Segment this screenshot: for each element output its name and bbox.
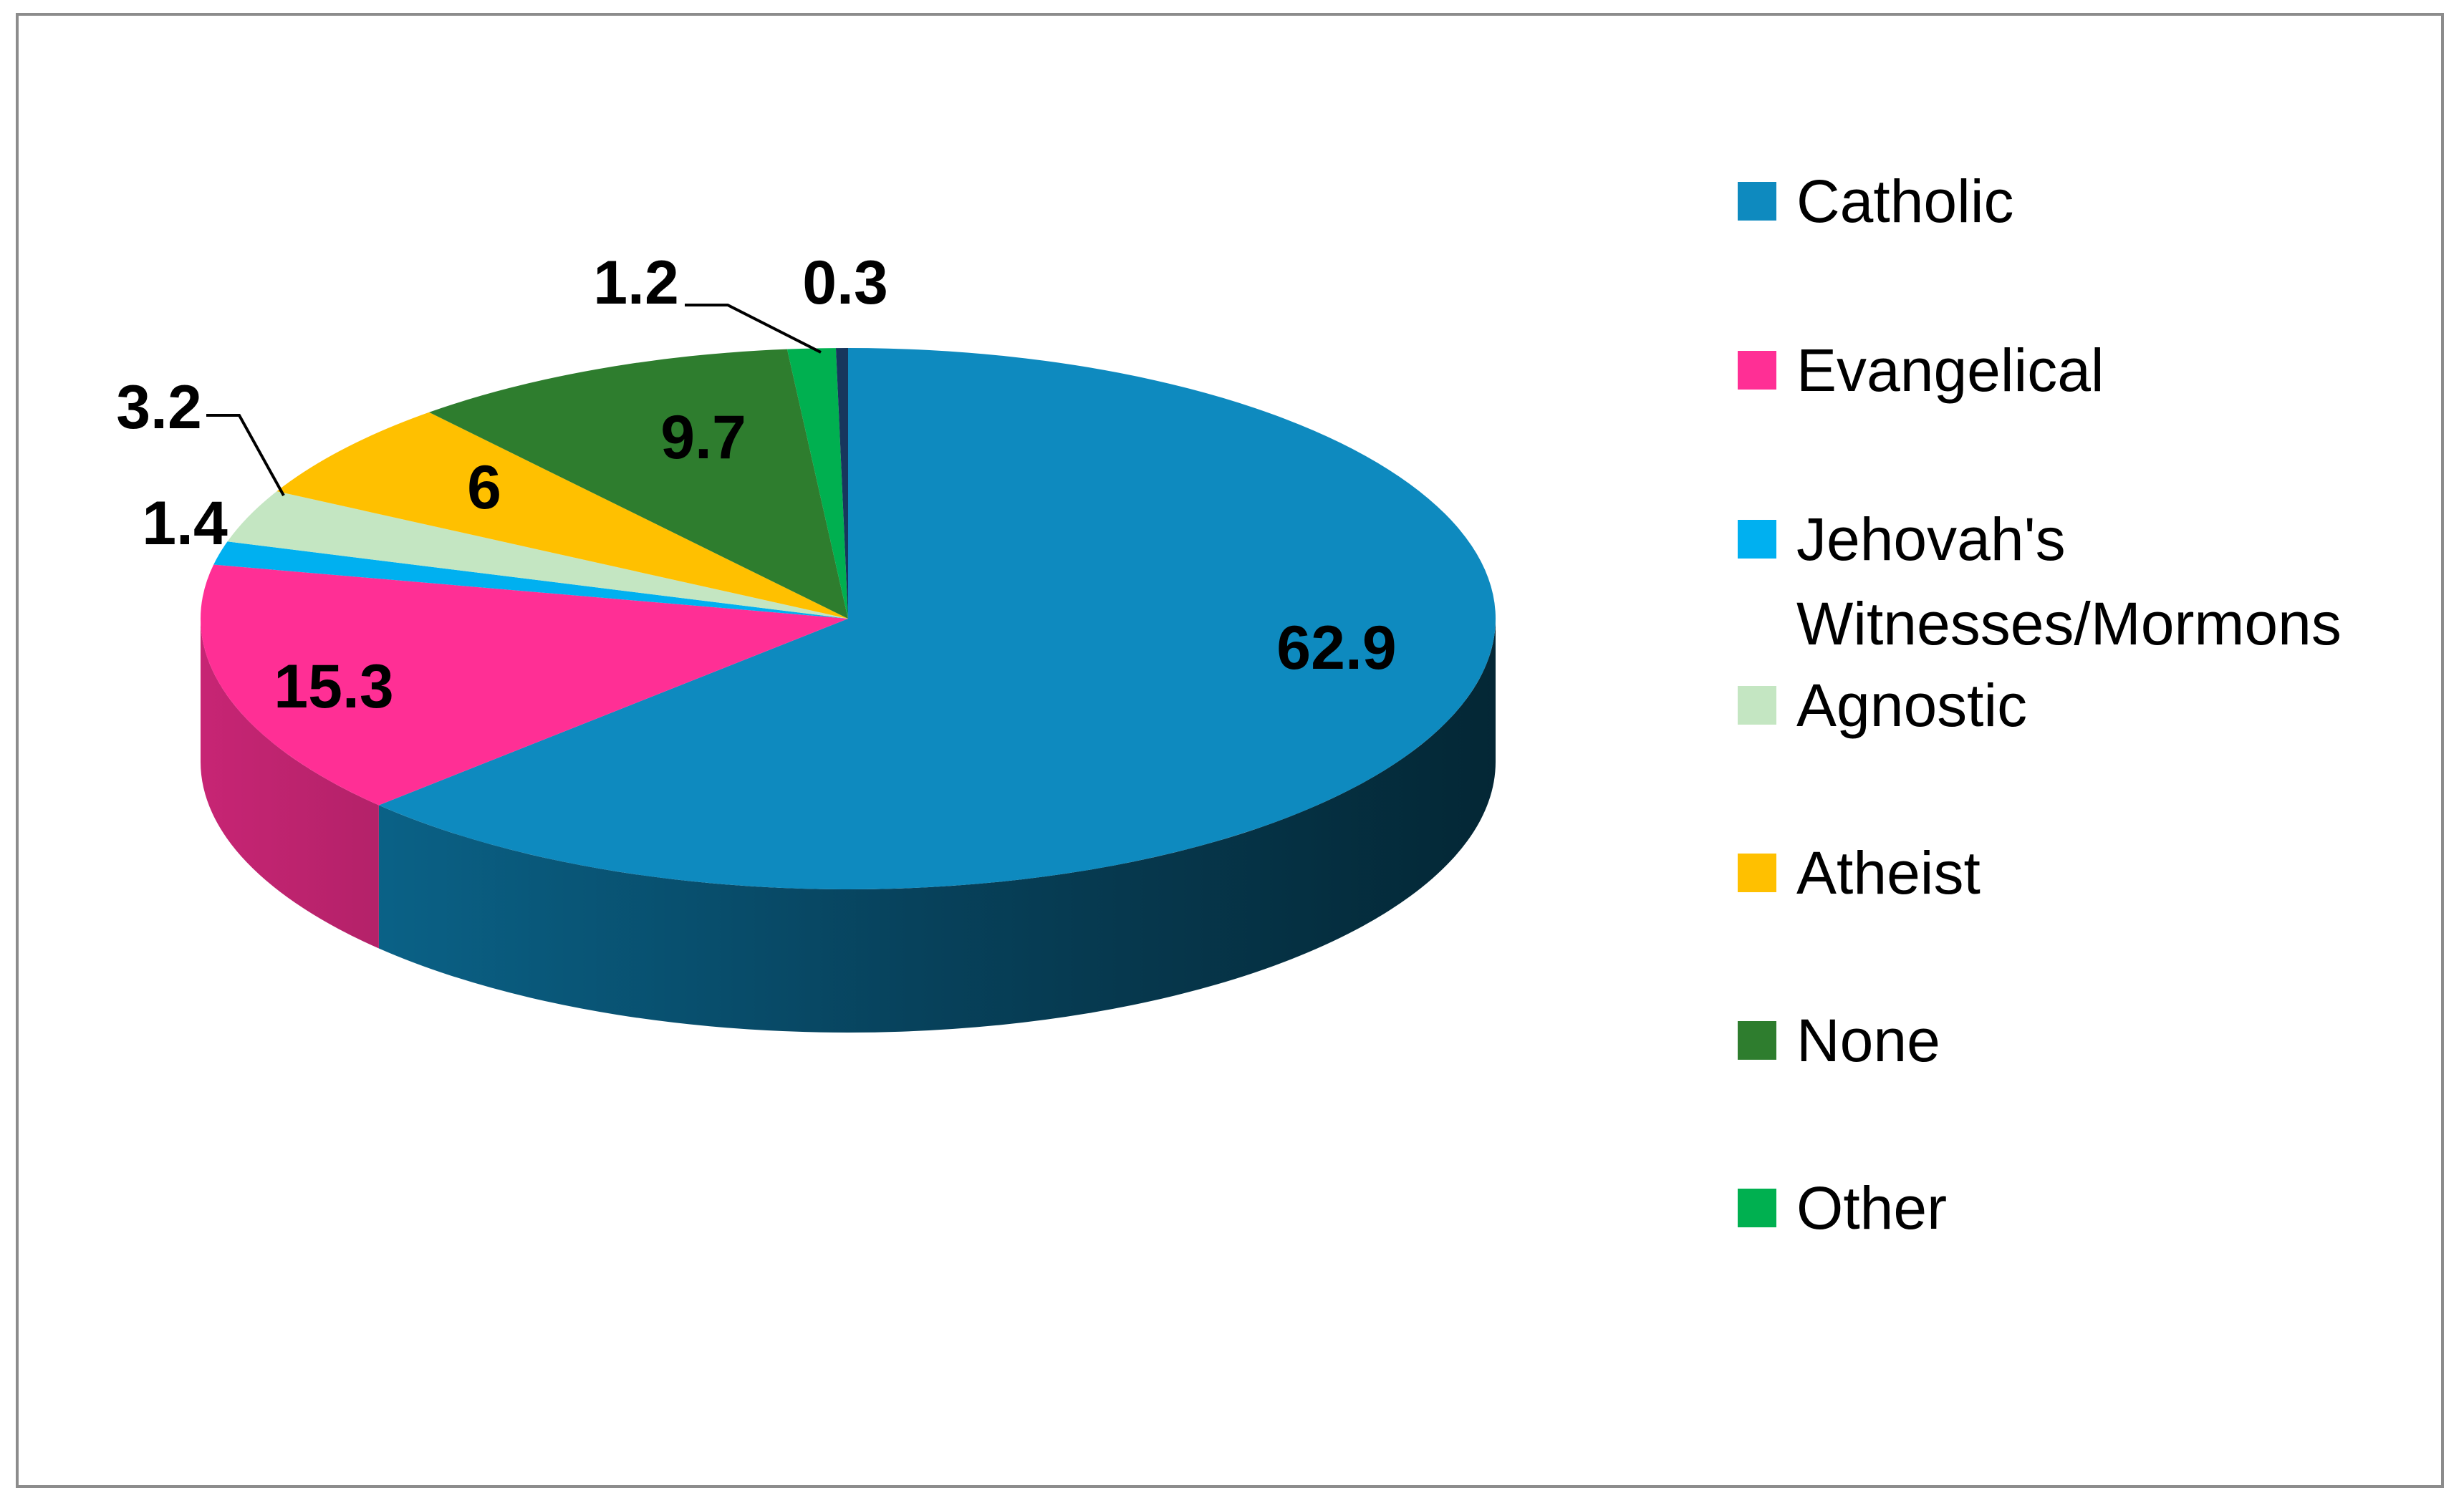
legend-item-atheist: Atheist <box>1738 831 2412 915</box>
pie-slice-agnostic <box>227 491 848 619</box>
data-label-unlabeled: 0.3 <box>802 248 888 317</box>
data-label-none: 9.7 <box>660 403 746 472</box>
legend-label: Atheist <box>1796 839 1981 907</box>
legend-swatch <box>1738 520 1776 559</box>
pie-side-catholic <box>378 619 1496 1033</box>
legend-label: Catholic <box>1796 168 2014 235</box>
legend-swatch <box>1738 1021 1776 1060</box>
legend-swatch <box>1738 686 1776 725</box>
legend-item-evangelical: Evangelical <box>1738 328 2412 412</box>
legend-swatch <box>1738 182 1776 221</box>
pie-slice-other <box>786 348 848 619</box>
pie-slice-none <box>429 349 848 619</box>
legend-item-other: Other <box>1738 1166 2412 1250</box>
pie-chart: 62.9 15.3 1.4 3.2 6 9.7 1.2 0.3 <box>116 248 1496 1033</box>
data-label-other: 1.2 <box>593 248 679 317</box>
data-label-catholic: 62.9 <box>1276 614 1396 682</box>
chart-frame: 62.9 15.3 1.4 3.2 6 9.7 1.2 0.3 Catholic Evangel… <box>16 13 2444 1488</box>
data-label-atheist: 6 <box>467 453 501 522</box>
legend-item-agnostic: Agnostic <box>1738 663 2412 748</box>
legend-swatch <box>1738 351 1776 390</box>
legend-swatch <box>1738 854 1776 892</box>
data-label-agnostic: 3.2 <box>116 373 202 442</box>
leader-line-other <box>685 304 822 354</box>
legend-item-none: None <box>1738 998 2412 1083</box>
legend-item-jehovah-s-witnesses-mormons: Jehovah's Witnesses/Mormons <box>1738 497 2412 666</box>
legend-item-catholic: Catholic <box>1738 159 2412 243</box>
pie-slice-atheist <box>276 412 849 619</box>
pie-slice-catholic <box>378 348 1496 889</box>
legend-label: Agnostic <box>1796 672 2028 739</box>
pie-side-evangelical <box>201 619 379 949</box>
legend-swatch <box>1738 1189 1776 1227</box>
data-label-jehovah-s-witnesses-mormons: 1.4 <box>142 489 228 558</box>
legend-label: Evangelical <box>1796 337 2104 404</box>
leader-line-agnostic <box>206 414 285 496</box>
legend-label: Jehovah's Witnesses/Mormons <box>1796 506 2342 657</box>
pie-slice-jehovah-s-witnesses-mormons <box>213 541 848 619</box>
pie-slice-unlabeled <box>835 348 848 619</box>
legend-label: Other <box>1796 1174 1948 1242</box>
pie-slice-evangelical <box>200 564 849 806</box>
legend-label: None <box>1796 1007 1940 1074</box>
data-label-evangelical: 15.3 <box>274 652 393 721</box>
